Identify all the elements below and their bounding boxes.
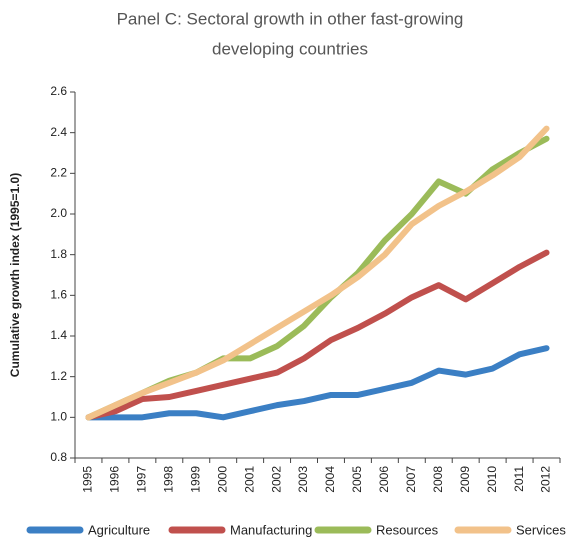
x-tick-label: 1997: [135, 466, 149, 493]
x-tick-label: 2007: [404, 466, 418, 493]
y-tick-label: 1.8: [50, 247, 67, 261]
y-tick-label: 2.2: [50, 166, 67, 180]
line-series: [85, 125, 550, 421]
x-tick-label: 2010: [485, 466, 499, 493]
line-series: [85, 135, 550, 421]
chart-title: Panel C: Sectoral growth in other fast-g…: [117, 9, 464, 28]
x-tick-label: 2000: [215, 466, 229, 493]
chart-title: developing countries: [212, 39, 368, 58]
x-tick-label: 2006: [377, 466, 391, 493]
y-tick-label: 2.6: [50, 84, 67, 98]
legend-label: Services: [516, 522, 566, 537]
x-tick-label: 2003: [296, 466, 310, 493]
y-tick-label: 1.2: [50, 369, 67, 383]
x-tick-label: 1999: [188, 466, 202, 493]
x-tick-label: 2009: [458, 466, 472, 493]
legend-label: Agriculture: [88, 522, 150, 537]
y-tick-label: 0.8: [50, 450, 67, 464]
line-series: [85, 249, 550, 421]
line-series: [85, 345, 550, 421]
y-tick-label: 1.0: [50, 410, 67, 424]
y-tick-label: 2.4: [50, 125, 67, 139]
y-tick-label: 1.4: [50, 328, 67, 342]
x-tick-label: 2012: [539, 466, 553, 493]
legend-label: Resources: [376, 522, 439, 537]
x-tick-label: 1996: [108, 466, 122, 493]
x-tick-label: 2001: [242, 466, 256, 493]
x-tick-label: 2004: [323, 466, 337, 493]
y-tick-label: 1.6: [50, 288, 67, 302]
x-tick-label: 2011: [512, 466, 526, 492]
x-tick-label: 2005: [350, 466, 364, 493]
y-axis-label: Cumulative growth index (1995=1.0): [8, 173, 22, 377]
x-tick-label: 2002: [269, 466, 283, 493]
x-tick-label: 2008: [431, 466, 445, 493]
legend-label: Manufacturing: [230, 522, 312, 537]
x-tick-label: 1998: [161, 466, 175, 493]
x-tick-label: 1995: [81, 466, 95, 493]
y-tick-label: 2.0: [50, 206, 67, 220]
